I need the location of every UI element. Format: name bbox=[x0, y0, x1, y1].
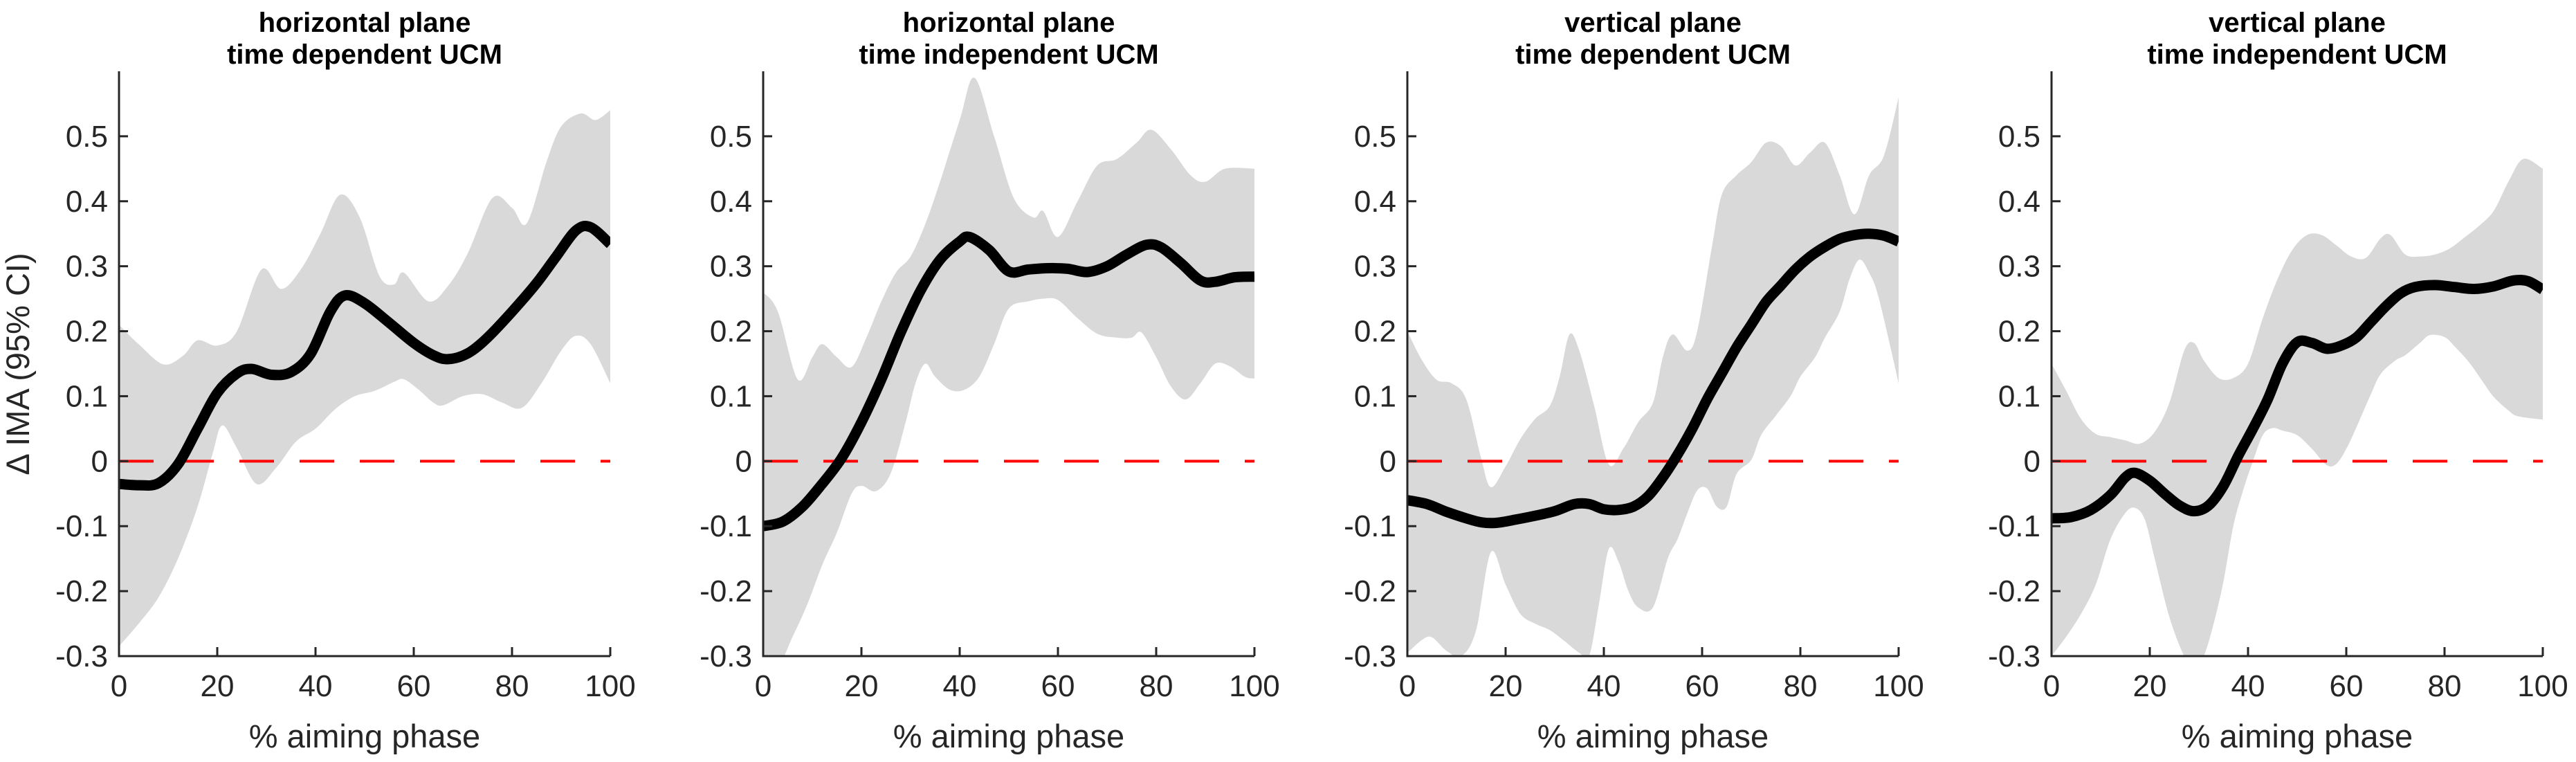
mean-line bbox=[119, 221, 610, 491]
y-tick-label: -0.2 bbox=[1988, 574, 2040, 608]
y-tick-label: -0.1 bbox=[1344, 509, 1396, 543]
x-tick-label: 0 bbox=[111, 669, 127, 703]
x-tick-label: 0 bbox=[2043, 669, 2060, 703]
y-tick-label: -0.1 bbox=[700, 509, 752, 543]
x-tick-label: 40 bbox=[943, 669, 977, 703]
x-tick-label: 40 bbox=[1587, 669, 1621, 703]
y-tick-label: 0.3 bbox=[1998, 250, 2040, 284]
x-tick-label: 20 bbox=[845, 669, 879, 703]
chart-canvas-1: 0.50.40.30.20.10-0.1-0.2-0.30 20 40 60 80 100… bbox=[0, 8, 636, 754]
plot-area: 0.50.40.30.20.10-0.1-0.2-0.30 20 40 60 80 100 bbox=[700, 71, 1280, 703]
y-tick-label: 0.1 bbox=[710, 379, 752, 413]
subplot-title-line1: horizontal plane bbox=[259, 8, 471, 38]
chart-canvas-4: 0.50.40.30.20.10-0.1-0.2-0.30 20 40 60 80 100… bbox=[1988, 8, 2568, 754]
ci-band bbox=[763, 78, 1254, 656]
subplot-title-line2: time dependent UCM bbox=[1515, 39, 1791, 70]
subplot-title-line1: vertical plane bbox=[2209, 8, 2386, 38]
x-tick-label: 80 bbox=[1784, 669, 1818, 703]
y-tick-label: -0.2 bbox=[1344, 574, 1396, 608]
ci-band bbox=[1407, 97, 1899, 656]
x-tick-label: 60 bbox=[1686, 669, 1719, 703]
y-tick-label: -0.3 bbox=[55, 639, 108, 673]
x-tick-label: 80 bbox=[495, 669, 529, 703]
plot-area: 0.50.40.30.20.10-0.1-0.2-0.30 20 40 60 80 100 bbox=[1344, 71, 1924, 703]
plot-area: 0.50.40.30.20.10-0.1-0.2-0.30 20 40 60 80 100 bbox=[1988, 71, 2568, 703]
subplot-title-line1: horizontal plane bbox=[903, 8, 1115, 38]
y-tick-label: 0.5 bbox=[710, 120, 752, 154]
mean-line bbox=[1407, 228, 1899, 529]
y-tick-label: 0.1 bbox=[1998, 379, 2040, 413]
x-tick-label: 40 bbox=[299, 669, 333, 703]
y-tick-label: 0.1 bbox=[66, 379, 108, 413]
subplot-vertical-time-independent: 0.5 0.4 0.3 0.2 0.1 0 -0.1 -0.2 -0.3 0 20 40 60 80 100… bbox=[1933, 0, 2576, 762]
chart-canvas-2: 0.50.40.30.20.10-0.1-0.2-0.30 20 40 60 80 100… bbox=[700, 8, 1280, 754]
x-tick-label: 100 bbox=[1229, 669, 1279, 703]
y-tick-label: 0.1 bbox=[1354, 379, 1396, 413]
y-tick-label: 0.5 bbox=[1354, 120, 1396, 154]
x-tick-label: 100 bbox=[1873, 669, 1924, 703]
x-axis-label: % aiming phase bbox=[249, 718, 480, 754]
y-tick-label: 0 bbox=[2024, 444, 2040, 478]
y-tick-label: 0.4 bbox=[66, 185, 108, 219]
x-tick-label: 60 bbox=[2330, 669, 2364, 703]
mean-line bbox=[2052, 275, 2543, 524]
x-tick-label: 20 bbox=[201, 669, 235, 703]
y-tick-label: -0.1 bbox=[1988, 509, 2040, 543]
y-tick-label: -0.3 bbox=[700, 639, 752, 673]
plot-area: 0.50.40.30.20.10-0.1-0.2-0.30 20 40 60 80 100 bbox=[55, 71, 636, 703]
subplot-title-line2: time independent UCM bbox=[859, 39, 1158, 70]
y-tick-label: -0.3 bbox=[1988, 639, 2040, 673]
y-tick-label: 0.2 bbox=[1998, 315, 2040, 349]
subplot-horizontal-time-dependent: 0.5 0.4 0.3 0.2 0.1 0 -0.1 -0.2 -0.3 0 20 40 60 80 100… bbox=[0, 0, 644, 762]
y-tick-label: 0.5 bbox=[66, 120, 108, 154]
y-tick-label: -0.2 bbox=[700, 574, 752, 608]
x-tick-label: 20 bbox=[1489, 669, 1523, 703]
y-tick-label: -0.1 bbox=[55, 509, 108, 543]
x-tick-label: 0 bbox=[1399, 669, 1416, 703]
y-tick-label: -0.2 bbox=[55, 574, 108, 608]
y-tick-label: 0.2 bbox=[1354, 315, 1396, 349]
subplot-vertical-time-dependent: 0.5 0.4 0.3 0.2 0.1 0 -0.1 -0.2 -0.3 0 20 40 60 80 100… bbox=[1288, 0, 1933, 762]
mean-line bbox=[763, 231, 1254, 532]
subplot-title-line1: vertical plane bbox=[1564, 8, 1742, 38]
x-tick-label: 60 bbox=[1041, 669, 1075, 703]
ci-band bbox=[2052, 158, 2543, 656]
subplot-title-line2: time independent UCM bbox=[2147, 39, 2447, 70]
y-tick-label: 0 bbox=[91, 444, 108, 478]
chart-canvas-3: 0.50.40.30.20.10-0.1-0.2-0.30 20 40 60 80 100… bbox=[1344, 8, 1924, 754]
y-tick-label: 0.5 bbox=[1998, 120, 2040, 154]
x-tick-label: 40 bbox=[2231, 669, 2265, 703]
x-axis-label: % aiming phase bbox=[2182, 718, 2413, 754]
y-tick-label: 0.4 bbox=[710, 185, 752, 219]
x-tick-label: 100 bbox=[2517, 669, 2568, 703]
subplot-title-line2: time dependent UCM bbox=[227, 39, 502, 70]
y-tick-label: -0.3 bbox=[1344, 639, 1396, 673]
y-tick-label: 0.3 bbox=[710, 250, 752, 284]
y-tick-label: 0.3 bbox=[1354, 250, 1396, 284]
y-tick-label: 0.2 bbox=[710, 315, 752, 349]
x-axis-label: % aiming phase bbox=[1537, 718, 1769, 754]
y-tick-label: 0.4 bbox=[1998, 185, 2040, 219]
x-tick-label: 100 bbox=[585, 669, 635, 703]
x-axis-label: % aiming phase bbox=[893, 718, 1124, 754]
y-axis-label: Δ IMA (95% CI) bbox=[0, 253, 36, 475]
subplot-horizontal-time-independent: 0.5 0.4 0.3 0.2 0.1 0 -0.1 -0.2 -0.3 0 20 40 60 80 100… bbox=[644, 0, 1288, 762]
y-tick-label: 0 bbox=[1380, 444, 1396, 478]
x-tick-label: 80 bbox=[1140, 669, 1173, 703]
x-tick-label: 80 bbox=[2428, 669, 2462, 703]
y-tick-label: 0.3 bbox=[66, 250, 108, 284]
x-tick-label: 60 bbox=[397, 669, 431, 703]
y-tick-label: 0.4 bbox=[1354, 185, 1396, 219]
y-tick-label: 0 bbox=[736, 444, 752, 478]
x-tick-label: 20 bbox=[2133, 669, 2167, 703]
x-tick-label: 0 bbox=[755, 669, 771, 703]
ci-band bbox=[119, 110, 610, 646]
y-tick-label: 0.2 bbox=[66, 315, 108, 349]
